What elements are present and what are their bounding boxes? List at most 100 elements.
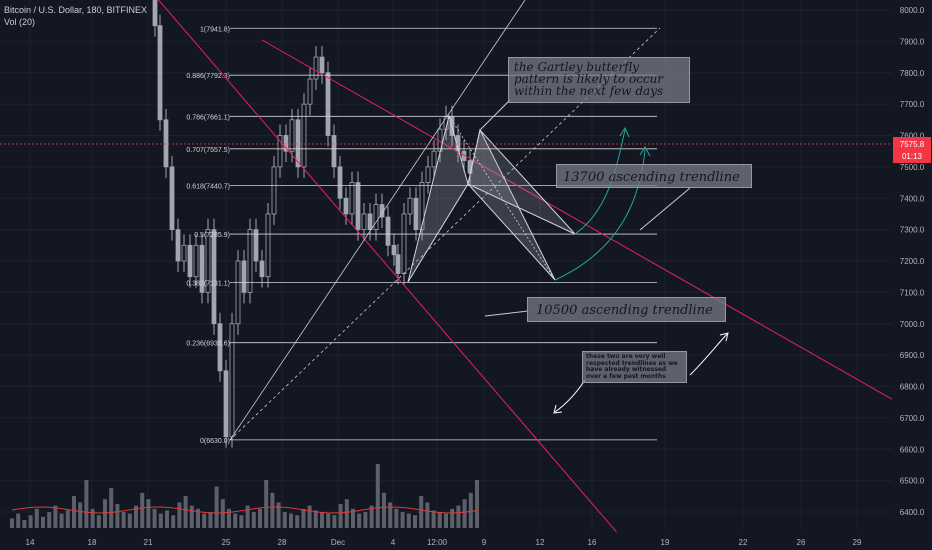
- candle-body: [313, 56, 319, 80]
- gann-line-upper: [229, 0, 526, 441]
- price-tick-label: 7800.0: [900, 69, 925, 78]
- volume-bar: [276, 502, 281, 528]
- volume-bar: [84, 480, 89, 528]
- price-tick-label: 7100.0: [900, 288, 925, 297]
- note-arrow-up: [689, 333, 728, 376]
- volume-bar: [468, 492, 473, 528]
- chart-header: Bitcoin / U.S. Dollar, 180, BITFINEX Vol…: [4, 4, 147, 28]
- callout-pointer-gartley: [479, 99, 511, 131]
- price-tick-label: 6900.0: [900, 351, 925, 360]
- volume-indicator-label[interactable]: Vol (20): [4, 17, 36, 27]
- volume-bar: [115, 504, 120, 528]
- candle-body: [217, 323, 223, 372]
- volume-bar: [313, 510, 318, 528]
- price-tick-label: 7500.0: [900, 163, 925, 172]
- volume-bar: [444, 513, 448, 528]
- butterfly-alt: [467, 128, 576, 235]
- price-tick-label: 7400.0: [900, 194, 925, 203]
- volume-bar: [369, 505, 374, 528]
- candle-body: [205, 229, 211, 293]
- candle-body: [431, 150, 437, 168]
- candle-body: [229, 323, 235, 438]
- price-tick-label: 7700.0: [900, 100, 925, 109]
- candle-body: [355, 182, 361, 231]
- volume-bar: [394, 508, 399, 528]
- candle-body: [395, 254, 401, 274]
- candle-body: [157, 25, 163, 121]
- volume-bar: [158, 513, 163, 528]
- time-tick-label: 28: [278, 538, 287, 547]
- volume-bar: [233, 513, 238, 528]
- candle-body: [223, 370, 229, 438]
- candle-body: [413, 197, 419, 231]
- volume-bar: [301, 508, 306, 528]
- candle-body: [199, 244, 205, 293]
- volume-bar: [165, 510, 169, 528]
- candle-body: [241, 260, 247, 293]
- time-tick-label: 26: [797, 538, 806, 547]
- fib-level-label: 0.5(7285.9): [194, 232, 230, 239]
- volume-bar: [264, 480, 269, 528]
- volume-bar: [419, 496, 424, 528]
- time-axis[interactable]: 14 18 21 25 28 Dec 4 12:00 9 12 16 19 22 26 29: [0, 532, 932, 550]
- candle-body: [337, 166, 343, 199]
- volume-bar: [239, 515, 244, 528]
- volume-bar: [146, 499, 151, 528]
- volume-bar: [462, 499, 467, 528]
- callout-pointer-10500: [484, 310, 529, 317]
- countdown-label: 01:13: [902, 152, 923, 161]
- volume-bar: [270, 492, 275, 528]
- fib-level-label: 0.786(7661.1): [186, 114, 230, 121]
- volume-bar: [351, 508, 355, 528]
- time-tick-label: 18: [88, 538, 97, 547]
- price-tick-label: 6800.0: [900, 383, 925, 392]
- trendline-10500-callout[interactable]: 10500 ascending trendline: [527, 297, 726, 322]
- volume-bar: [28, 515, 33, 528]
- current-price-tag: [893, 137, 931, 163]
- symbol-title[interactable]: Bitcoin / U.S. Dollar, 180, BITFINEX: [4, 5, 148, 15]
- candle-body: [419, 182, 425, 231]
- candle-body: [247, 229, 253, 293]
- gartley-callout[interactable]: the Gartley butterfly pattern is likely …: [508, 57, 690, 103]
- candle-body: [385, 216, 391, 246]
- butterfly-xd: [448, 115, 556, 281]
- volume-bar: [251, 512, 256, 528]
- volume-bar: [127, 513, 132, 528]
- trendlines-note-callout[interactable]: these two are very well respected trendl…: [582, 351, 687, 383]
- candle-body: [211, 229, 217, 325]
- trendline-13700[interactable]: [261, 39, 919, 415]
- time-tick-label: 25: [222, 538, 231, 547]
- candle-body: [401, 213, 407, 274]
- volume-bar: [431, 510, 436, 528]
- candle-body: [331, 135, 337, 168]
- bounce-arrow-1-head: [619, 126, 630, 138]
- volume-bar: [425, 502, 430, 528]
- time-tick-label: 14: [26, 538, 35, 547]
- candle-body: [373, 204, 379, 231]
- volume-bar: [289, 513, 293, 528]
- time-tick-label: 9: [482, 538, 487, 547]
- price-axis[interactable]: 8000.0 7900.0 7800.0 7700.0 7600.0 7500.0 7400…: [892, 0, 932, 550]
- trend-drawings: [150, 0, 919, 550]
- volume-bar: [59, 513, 64, 528]
- price-tick-label: 7900.0: [900, 37, 925, 46]
- candle-body: [253, 229, 259, 262]
- volume-bar: [456, 505, 461, 528]
- volume-bar: [332, 515, 337, 528]
- volume-bar: [208, 512, 213, 528]
- volume-bar: [382, 492, 386, 528]
- volume-bar: [320, 512, 324, 528]
- price-tick-label: 7600.0: [900, 132, 925, 141]
- volume-bar: [214, 486, 219, 528]
- volume-moving-average: [11, 506, 478, 514]
- trendline-13700-callout[interactable]: 13700 ascending trendline: [556, 164, 752, 188]
- volume-bar: [53, 505, 58, 528]
- volume-bar: [344, 499, 349, 528]
- candle-body: [152, 0, 158, 27]
- volume-bar: [282, 512, 287, 528]
- candle-body: [175, 229, 181, 262]
- trendline-10500[interactable]: [150, 0, 633, 550]
- time-tick-label: 21: [144, 538, 153, 547]
- volume-bar: [437, 512, 442, 528]
